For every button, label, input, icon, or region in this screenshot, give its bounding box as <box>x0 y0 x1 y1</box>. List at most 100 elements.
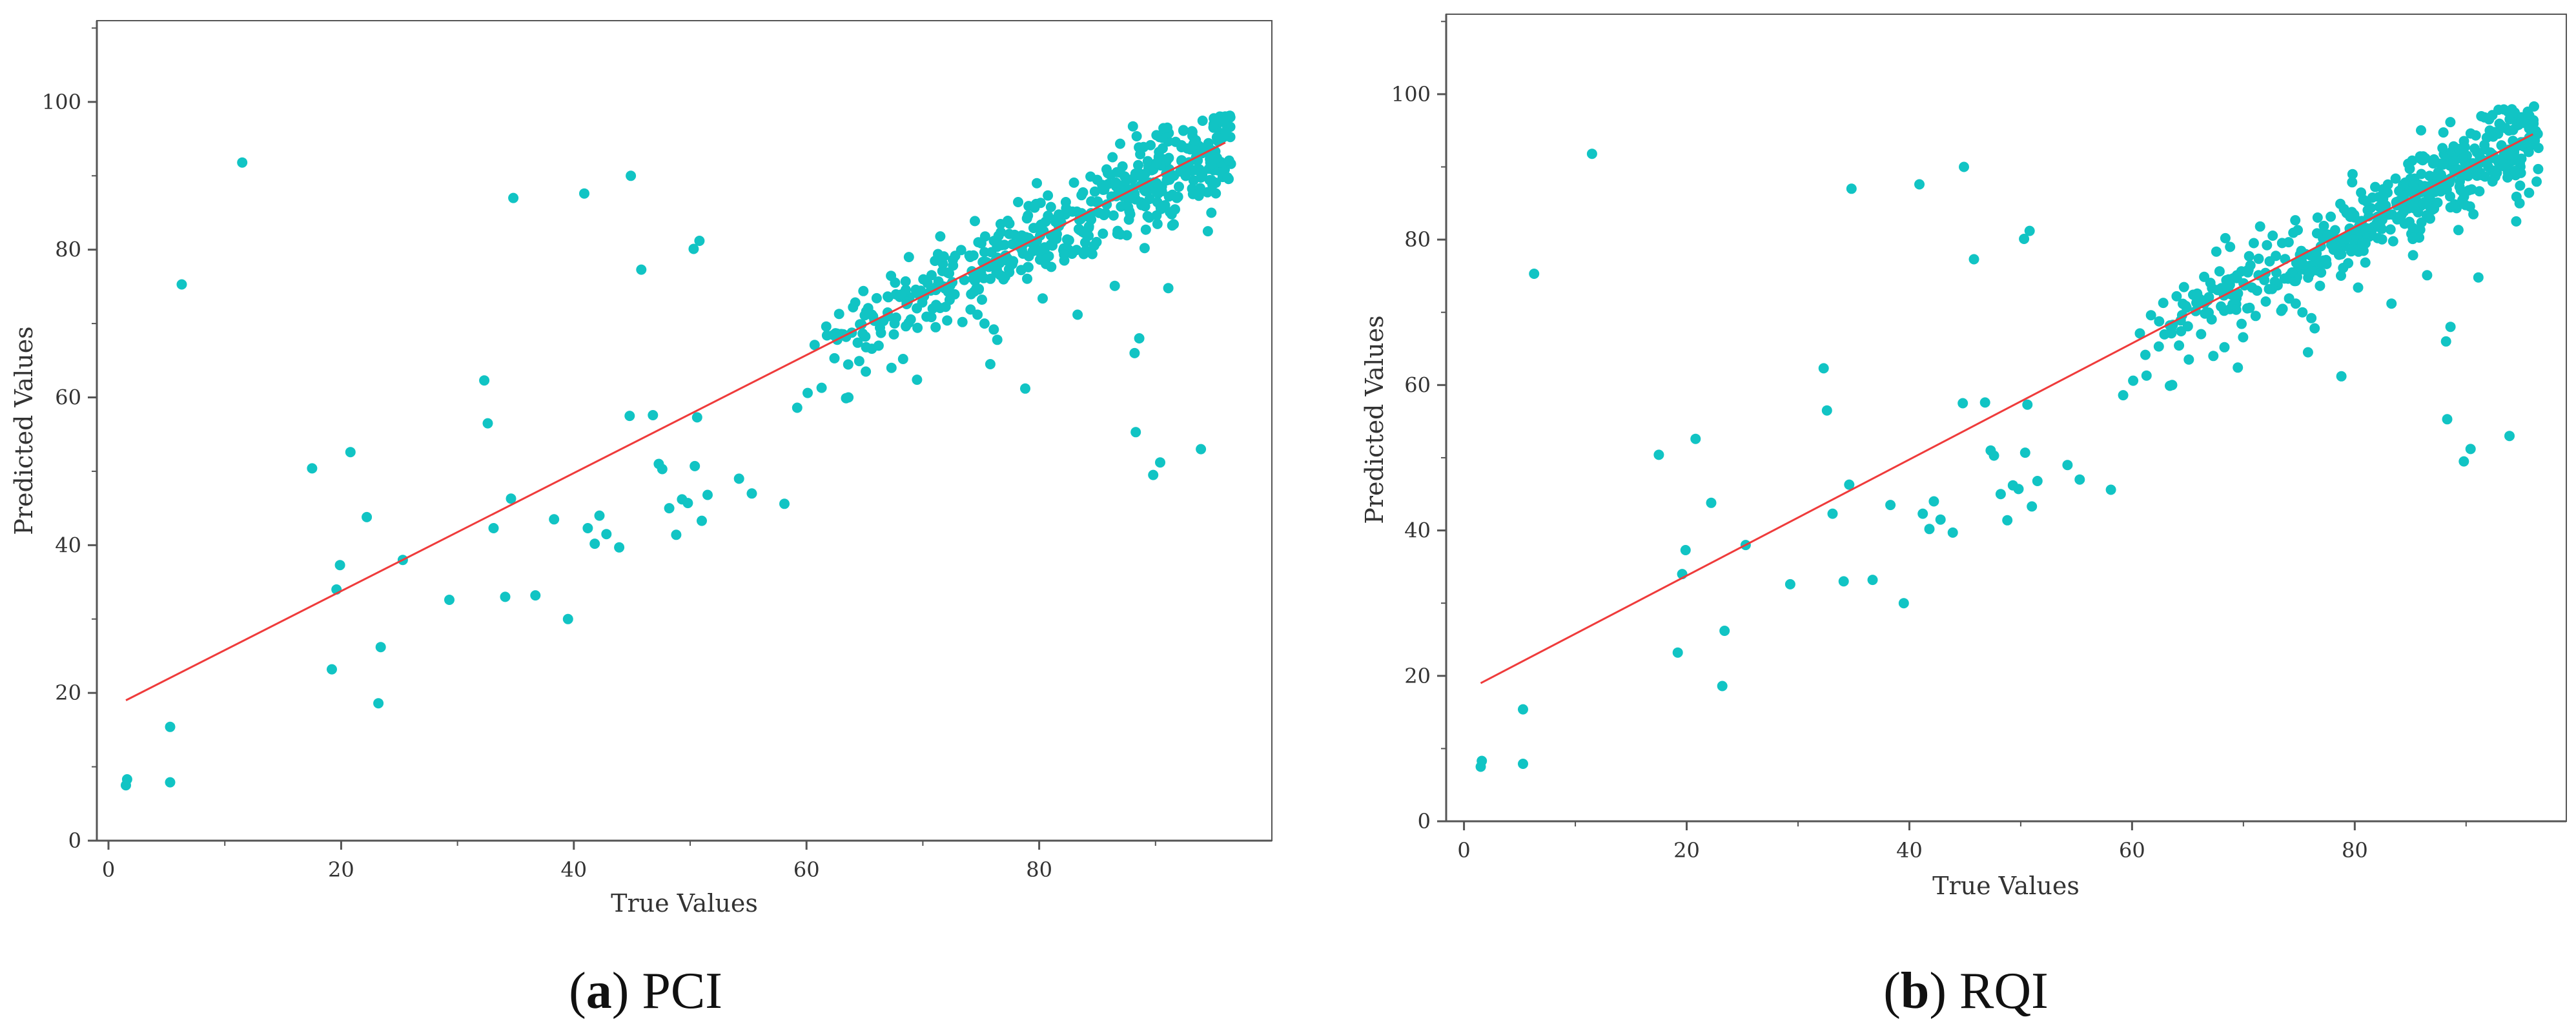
scatter-point <box>2253 253 2264 264</box>
scatter-point <box>671 529 682 540</box>
scatter-point <box>2494 154 2505 165</box>
scatter-point <box>237 157 248 168</box>
scatter-point <box>2378 184 2389 195</box>
scatter-point <box>1195 183 1205 194</box>
scatter-point <box>1020 383 1030 394</box>
scatter-point <box>1191 165 1201 176</box>
scatter-point <box>926 270 937 281</box>
scatter-point <box>935 231 946 242</box>
scatter-point <box>2470 130 2481 141</box>
scatter-point <box>1050 216 1061 227</box>
scatter-point <box>2259 274 2270 285</box>
scatter-point <box>1059 249 1070 260</box>
scatter-point <box>2298 259 2309 270</box>
scatter-point <box>1007 239 1018 250</box>
scatter-point <box>2252 285 2262 296</box>
scatter-point <box>2242 303 2253 314</box>
scatter-point <box>2416 125 2426 136</box>
y-axis-label: Predicted Values <box>10 326 38 535</box>
scatter-point <box>2322 229 2333 240</box>
scatter-point <box>1079 237 1090 248</box>
scatter-point <box>2515 167 2526 178</box>
scatter-point <box>1706 497 1717 508</box>
scatter-point <box>2260 296 2271 307</box>
scatter-point <box>482 418 493 429</box>
scatter-point <box>1123 214 1134 225</box>
caption-text: PCI <box>642 963 722 1020</box>
scatter-point <box>2480 171 2490 182</box>
scatter-point <box>964 250 975 261</box>
scatter-point <box>1672 647 1683 658</box>
scatter-point <box>1680 545 1691 555</box>
scatter-point <box>1148 469 1159 480</box>
scatter-point <box>1844 479 1855 490</box>
scatter-point <box>2504 431 2515 442</box>
scatter-point <box>1979 397 1990 408</box>
scatter-point <box>579 188 589 199</box>
scatter-point <box>922 278 933 289</box>
scatter-point <box>1187 189 1198 200</box>
scatter-point <box>2399 218 2410 229</box>
scatter-point <box>883 311 894 322</box>
scatter-point <box>973 237 984 248</box>
scatter-point <box>2140 349 2151 360</box>
scatter-point <box>307 463 318 474</box>
scatter-point <box>1151 210 1162 221</box>
scatter-point <box>2360 238 2371 249</box>
y-tick-label: 80 <box>55 238 81 262</box>
scatter-point <box>1127 121 1138 132</box>
scatter-point <box>2429 154 2440 165</box>
scatter-point <box>1218 116 1229 127</box>
scatter-point <box>2531 176 2542 187</box>
scatter-point <box>2441 184 2452 195</box>
scatter-point <box>1211 188 1222 199</box>
scatter-point <box>2158 298 2169 309</box>
scatter-point <box>943 287 954 297</box>
scatter-point <box>1169 170 1180 181</box>
scatter-point <box>1040 216 1051 227</box>
scatter-point <box>938 251 949 262</box>
scatter-point <box>1007 258 1017 269</box>
scatter-point <box>1958 398 1968 409</box>
scatter-point <box>1172 191 1183 202</box>
y-tick-label: 60 <box>1404 373 1431 397</box>
scatter-point <box>2250 311 2261 322</box>
scatter-point <box>2390 173 2401 184</box>
scatter-point <box>2416 169 2427 179</box>
scatter-point <box>970 276 981 286</box>
x-axis-label: True Values <box>1932 872 2080 900</box>
scatter-point <box>2022 399 2033 410</box>
fit-line <box>125 141 1226 701</box>
scatter-point <box>1140 224 1151 235</box>
scatter-point <box>942 315 953 326</box>
scatter-point <box>2360 257 2371 268</box>
scatter-point <box>2442 414 2453 425</box>
scatter-point <box>2514 198 2525 209</box>
scatter-point <box>2407 234 2418 245</box>
scatter-point <box>1222 172 1233 183</box>
scatter-point <box>1163 283 1174 294</box>
x-tick-label: 40 <box>560 857 587 882</box>
x-axis-label: True Values <box>611 889 758 917</box>
scatter-point <box>2174 340 2185 351</box>
x-tick-label: 20 <box>328 857 354 882</box>
scatter-point <box>2341 234 2352 245</box>
scatter-point <box>2342 208 2353 219</box>
scatter-point <box>2223 274 2234 285</box>
scatter-point <box>1959 161 1969 172</box>
scatter-point <box>2219 305 2229 316</box>
scatter-point <box>1027 246 1038 257</box>
scatter-point <box>858 285 869 296</box>
scatter-point <box>1038 293 1048 304</box>
scatter-point <box>1108 210 1119 221</box>
scatter-point <box>702 489 713 500</box>
scatter-point <box>2421 210 2432 221</box>
scatter-point <box>979 318 990 329</box>
scatter-point <box>2386 298 2397 309</box>
scatter-point <box>1477 755 1487 766</box>
scatter-point <box>327 664 337 675</box>
scatter-point <box>2321 254 2331 265</box>
scatter-point <box>2371 218 2382 229</box>
scatter-point <box>2254 221 2265 232</box>
scatter-point <box>2062 460 2073 471</box>
